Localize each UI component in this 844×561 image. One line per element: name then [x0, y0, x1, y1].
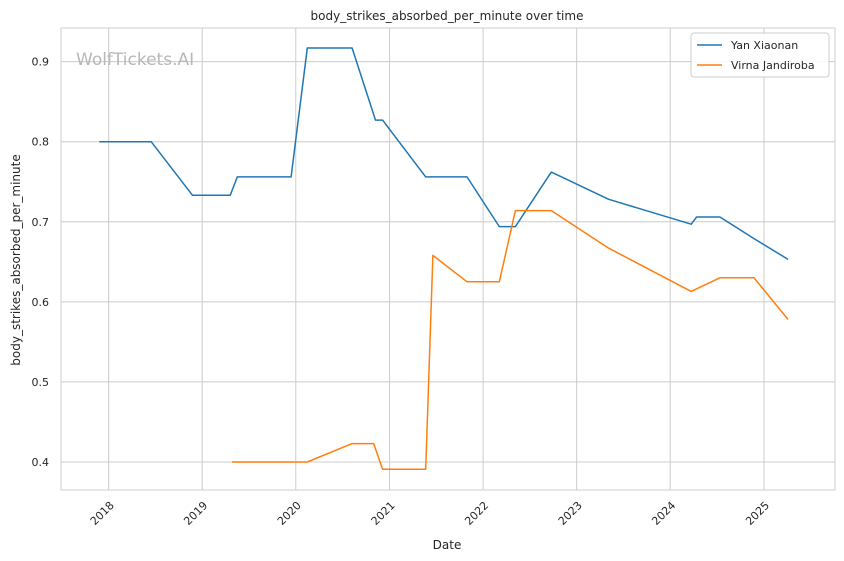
plot-frame: [60, 27, 836, 491]
y-tick-labels: 0.4 0.5 0.6 0.7 0.8 0.9: [32, 56, 50, 469]
series-line-yan-xiaonan: [99, 47, 789, 261]
y-axis-label: body_strikes_absorbed_per_minute: [9, 154, 23, 365]
y-tick-label: 0.9: [32, 56, 50, 69]
y-tick-label: 0.5: [32, 376, 50, 389]
x-tick-label: 2019: [181, 499, 210, 528]
y-tick-label: 0.7: [32, 216, 50, 229]
grid-lines: [61, 28, 835, 490]
x-tick-label: 2018: [88, 499, 117, 528]
series-lines: [99, 47, 789, 470]
x-axis-label: Date: [433, 538, 462, 552]
x-tick-label: 2025: [743, 499, 772, 528]
y-tick-label: 0.4: [32, 456, 50, 469]
legend-box: [690, 32, 830, 78]
watermark: WolfTickets.AI: [76, 50, 194, 70]
chart-title: body_strikes_absorbed_per_minute over ti…: [311, 9, 584, 23]
x-tick-label: 2023: [556, 499, 585, 528]
x-tick-label: 2021: [369, 499, 398, 528]
x-tick-label: 2020: [275, 499, 304, 528]
y-tick-label: 0.8: [32, 136, 50, 149]
x-tick-labels: 2018 2019 2020 2021 2022 2023 2024 2025: [88, 499, 772, 528]
x-tick-label: 2024: [649, 499, 678, 528]
series-line-virna-jandiroba: [231, 209, 789, 470]
x-tick-label: 2022: [462, 499, 491, 528]
y-tick-label: 0.6: [32, 296, 50, 309]
legend-label-yan-xiaonan: Yan Xiaonan: [730, 39, 798, 52]
legend-label-virna-jandiroba: Virna Jandiroba: [731, 59, 815, 72]
legend: Yan Xiaonan Virna Jandiroba: [690, 32, 830, 78]
